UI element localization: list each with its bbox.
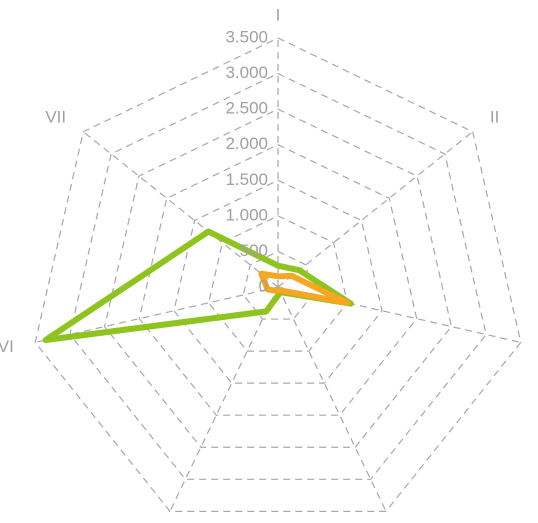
axis-spoke (169, 286, 279, 512)
tick-label: 3.500 (225, 27, 268, 46)
radar-grid (34, 37, 522, 512)
axis-spoke (277, 286, 387, 512)
grid-ring (207, 215, 349, 352)
axis-label-i: I (276, 5, 281, 24)
tick-label: 2.500 (225, 99, 268, 118)
tick-label: 0 (259, 276, 268, 295)
axis-label-ii: II (490, 108, 499, 127)
radar-series (42, 228, 354, 344)
grid-ring (173, 179, 383, 384)
grid-ring (138, 144, 418, 416)
grid-ring (69, 72, 487, 480)
series-1-line (42, 228, 354, 344)
series-2-line (258, 270, 351, 306)
grid-ring (242, 250, 314, 320)
axis-label-vii: VII (45, 108, 66, 127)
axis-label-vi: VI (0, 337, 14, 356)
axis-label-v: V (149, 521, 161, 523)
grid-ring (34, 37, 522, 512)
tick-label: 3.000 (225, 63, 268, 82)
radial-tick-labels: 0 500 1.000 1.500 2.000 2.500 3.000 3.500 (225, 27, 268, 295)
tick-label: 1.000 (225, 205, 268, 224)
axis-labels: IIIIIIIVVVIVII (0, 5, 499, 523)
tick-label: 1.500 (225, 170, 268, 189)
axis-spoke (82, 131, 279, 288)
tick-label: 2.000 (225, 134, 268, 153)
axis-label-iv: IV (396, 521, 413, 523)
tick-label: 500 (240, 241, 268, 260)
axis-spoke (277, 131, 474, 288)
grid-ring (103, 108, 453, 448)
